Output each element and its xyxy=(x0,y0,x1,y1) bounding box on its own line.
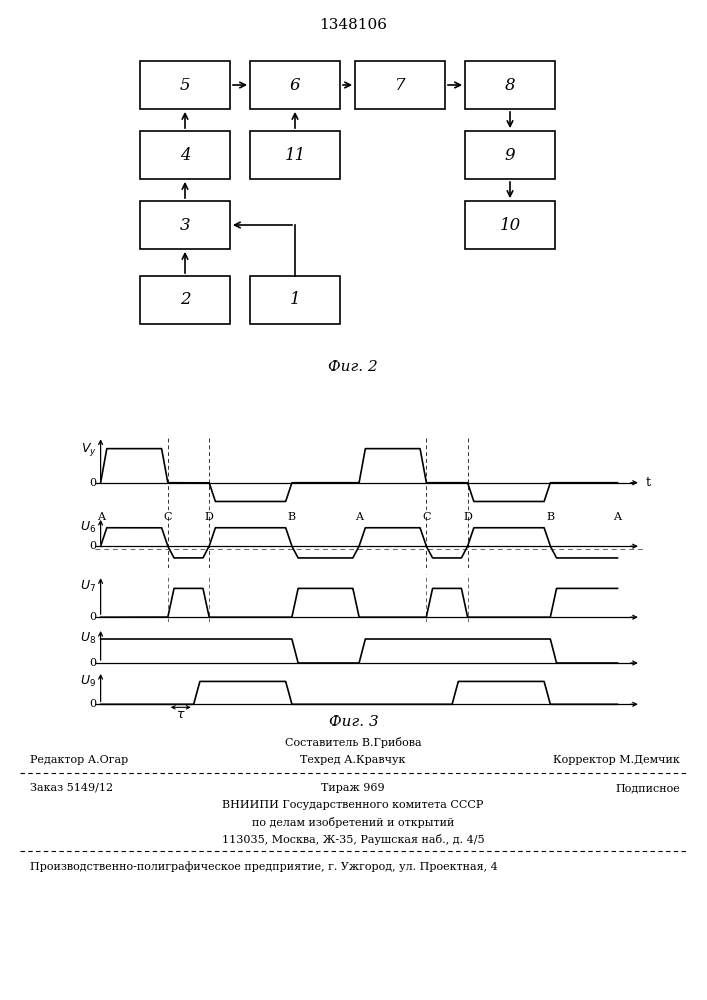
Text: $U_7$: $U_7$ xyxy=(81,579,96,594)
Text: t: t xyxy=(646,476,651,489)
Bar xyxy=(140,131,230,179)
Bar xyxy=(465,131,555,179)
Bar xyxy=(250,131,340,179)
Text: D: D xyxy=(463,512,472,522)
Text: 11: 11 xyxy=(284,146,305,163)
Text: 0: 0 xyxy=(89,478,96,488)
Text: D: D xyxy=(205,512,214,522)
Text: Подписное: Подписное xyxy=(615,783,680,793)
Bar xyxy=(250,61,340,109)
Text: Составитель В.Грибова: Составитель В.Грибова xyxy=(285,737,421,748)
Text: 7: 7 xyxy=(395,77,405,94)
Bar xyxy=(465,201,555,249)
Text: $U_9$: $U_9$ xyxy=(81,674,96,689)
Text: 4: 4 xyxy=(180,146,190,163)
Bar xyxy=(140,276,230,324)
Text: 0: 0 xyxy=(89,541,96,551)
Text: A: A xyxy=(355,512,363,522)
Text: $V_y$: $V_y$ xyxy=(81,441,96,458)
Text: 1348106: 1348106 xyxy=(319,18,387,32)
Text: Редактор А.Огар: Редактор А.Огар xyxy=(30,755,128,765)
Text: 0: 0 xyxy=(89,612,96,622)
Bar xyxy=(140,61,230,109)
Text: Корректор М.Демчик: Корректор М.Демчик xyxy=(554,755,680,765)
Text: Фиг. 3: Фиг. 3 xyxy=(329,715,378,729)
Text: 113035, Москва, Ж-35, Раушская наб., д. 4/5: 113035, Москва, Ж-35, Раушская наб., д. … xyxy=(222,834,484,845)
Text: $\tau$: $\tau$ xyxy=(176,708,185,721)
Bar xyxy=(250,276,340,324)
Text: 3: 3 xyxy=(180,217,190,233)
Text: $U_6$: $U_6$ xyxy=(81,520,96,535)
Text: 8: 8 xyxy=(505,77,515,94)
Text: Техред А.Кравчук: Техред А.Кравчук xyxy=(300,755,406,765)
Text: C: C xyxy=(422,512,431,522)
Text: Тираж 969: Тираж 969 xyxy=(321,783,385,793)
Text: 0: 0 xyxy=(89,699,96,709)
Text: A: A xyxy=(614,512,621,522)
Text: Заказ 5149/12: Заказ 5149/12 xyxy=(30,783,113,793)
Text: 5: 5 xyxy=(180,77,190,94)
Text: по делам изобретений и открытий: по делам изобретений и открытий xyxy=(252,817,454,828)
Text: 6: 6 xyxy=(290,77,300,94)
Text: 0: 0 xyxy=(89,658,96,668)
Bar xyxy=(465,61,555,109)
Bar xyxy=(355,61,445,109)
Text: 2: 2 xyxy=(180,292,190,308)
Text: 1: 1 xyxy=(290,292,300,308)
Text: $U_8$: $U_8$ xyxy=(81,631,96,646)
Text: Фиг. 2: Фиг. 2 xyxy=(328,360,378,374)
Text: ВНИИПИ Государственного комитета СССР: ВНИИПИ Государственного комитета СССР xyxy=(222,800,484,810)
Text: B: B xyxy=(288,512,296,522)
Bar xyxy=(140,201,230,249)
Text: 10: 10 xyxy=(499,217,520,233)
Text: Производственно-полиграфическое предприятие, г. Ужгород, ул. Проектная, 4: Производственно-полиграфическое предприя… xyxy=(30,861,498,872)
Text: A: A xyxy=(97,512,105,522)
Text: B: B xyxy=(547,512,554,522)
Text: C: C xyxy=(163,512,172,522)
Text: 9: 9 xyxy=(505,146,515,163)
